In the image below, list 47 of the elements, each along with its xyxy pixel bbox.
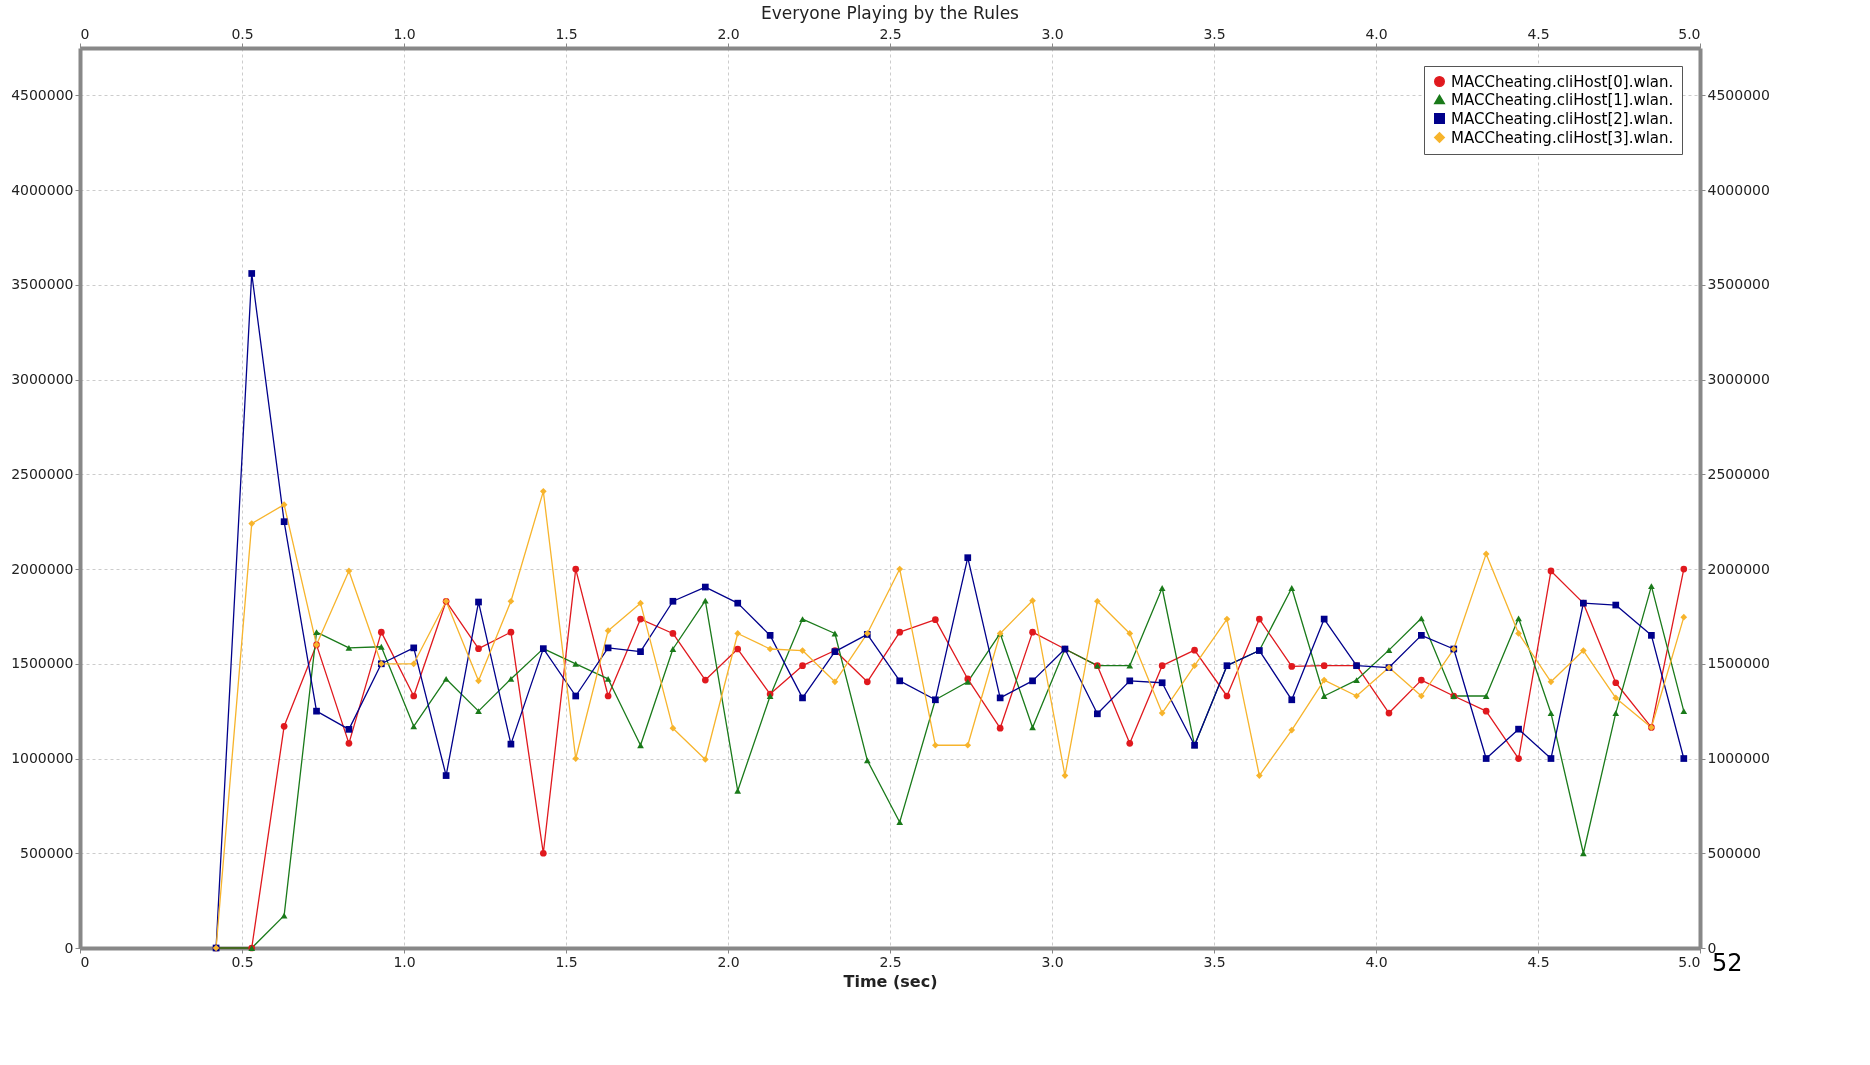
y-tick-label: 1000000	[11, 750, 74, 767]
y-tick-label: 0	[64, 939, 74, 956]
y-tick-label: 4000000	[11, 181, 74, 198]
x-tick-label: 3.0	[1041, 953, 1064, 970]
x2-tick-label: 1.5	[555, 25, 578, 42]
x2-tick-label: 3.0	[1041, 25, 1064, 42]
y-tick-label: 2500000	[11, 465, 74, 482]
y2-tick-label: 1500000	[1707, 655, 1770, 672]
x-tick-label: 1.0	[393, 953, 416, 970]
x2-tick-label: 5.0	[1678, 25, 1701, 42]
y-tick-label: 4500000	[11, 86, 74, 103]
y2-tick-label: 500000	[1707, 844, 1761, 861]
x2-tick-label: 2.5	[879, 25, 902, 42]
x-tick-label: 1.5	[555, 953, 578, 970]
x-tick-label: 3.5	[1203, 953, 1226, 970]
y2-tick-label: 3000000	[1707, 371, 1770, 388]
legend-label: MACCheating.cliHost[2].wlan.	[1451, 109, 1674, 128]
x-tick-label: 4.0	[1365, 953, 1388, 970]
y2-tick-label: 2000000	[1707, 560, 1770, 577]
x-axis-title: Time (sec)	[843, 971, 938, 991]
x-tick-label: 0.5	[231, 953, 254, 970]
y-tick-label: 3500000	[11, 276, 74, 293]
y2-tick-label: 4500000	[1707, 86, 1770, 103]
x-tick-label: 5.0	[1678, 953, 1701, 970]
x2-tick-label: 4.0	[1365, 25, 1388, 42]
x2-tick-label: 3.5	[1203, 25, 1226, 42]
y-tick-label: 3000000	[11, 371, 74, 388]
x2-tick-label: 4.5	[1527, 25, 1550, 42]
legend-label: MACCheating.cliHost[1].wlan.	[1451, 90, 1674, 109]
y2-tick-label: 4000000	[1707, 181, 1770, 198]
y-tick-label: 1500000	[11, 655, 74, 672]
legend-label: MACCheating.cliHost[3].wlan.	[1451, 128, 1674, 147]
x-tick-label: 2.5	[879, 953, 902, 970]
x-tick-label: 0	[80, 953, 90, 970]
x2-tick-label: 1.0	[393, 25, 416, 42]
x-tick-label: 4.5	[1527, 953, 1550, 970]
legend-label: MACCheating.cliHost[0].wlan.	[1451, 72, 1674, 91]
chart-title: Everyone Playing by the Rules	[761, 3, 1020, 23]
y2-tick-label: 1000000	[1707, 750, 1770, 767]
y-tick-label: 2000000	[11, 560, 74, 577]
x-tick-label: 2.0	[717, 953, 740, 970]
y-tick-label: 500000	[20, 844, 74, 861]
x2-tick-label: 0	[80, 25, 90, 42]
x2-tick-label: 0.5	[231, 25, 254, 42]
y2-tick-label: 3500000	[1707, 276, 1770, 293]
x2-tick-label: 2.0	[717, 25, 740, 42]
y2-tick-label: 2500000	[1707, 465, 1770, 482]
